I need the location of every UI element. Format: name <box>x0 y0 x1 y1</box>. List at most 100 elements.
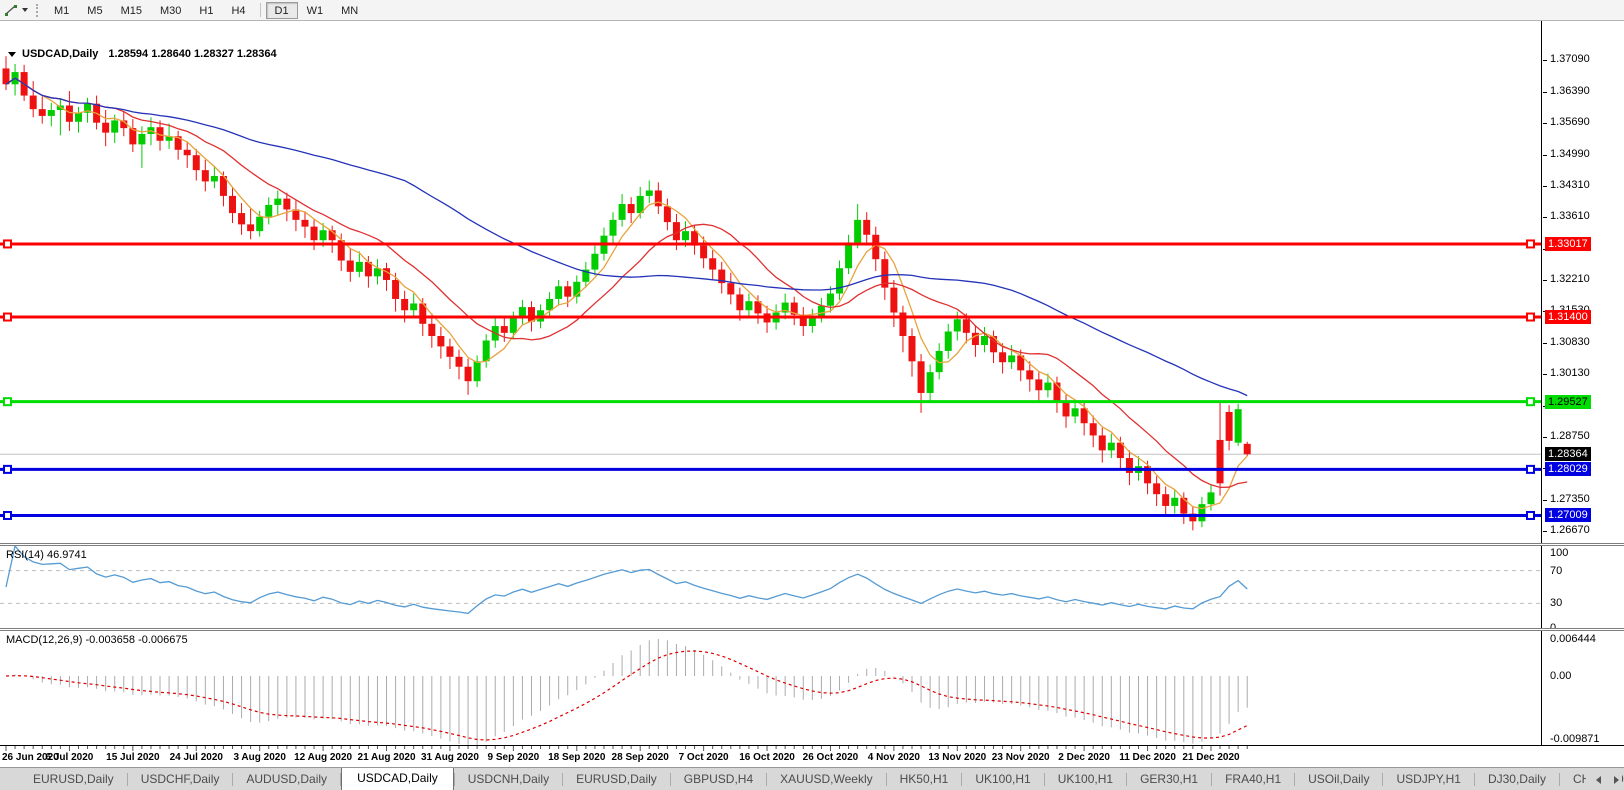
tab-separator <box>1211 773 1213 786</box>
x-axis-label: 24 Jul 2020 <box>169 752 223 763</box>
line-handle[interactable] <box>1526 510 1535 520</box>
x-axis-label: 16 Oct 2020 <box>739 752 795 763</box>
tab-usoil-daily[interactable]: USOil,Daily <box>1308 772 1370 786</box>
price-axis-tick <box>1543 436 1547 438</box>
timeframe-button-d1[interactable]: D1 <box>265 1 298 19</box>
timeframe-buttons: M1 M5 M15 M30 H1 H4 D1 W1 MN <box>45 1 367 19</box>
price-axis-tick <box>1543 500 1547 502</box>
tab-ger30-h1[interactable]: GER30,H1 <box>1140 772 1199 786</box>
rsi-value: 46.9741 <box>46 549 87 561</box>
ma-slow-line <box>5 77 1248 397</box>
x-axis-label: 15 Jul 2020 <box>106 752 160 763</box>
rsi-canvas[interactable] <box>0 546 1541 628</box>
line-handle[interactable] <box>1526 312 1535 322</box>
price-axis-tick <box>1543 123 1547 125</box>
price-axis-label: 1.30830 <box>1550 335 1590 348</box>
crosshair-tool-icon[interactable] <box>4 3 28 17</box>
tab-usdchf-daily[interactable]: USDCHF,Daily <box>140 772 220 786</box>
tab-separator <box>453 773 455 786</box>
x-axis-label: 12 Aug 2020 <box>294 752 353 763</box>
timeframe-button-m15[interactable]: M15 <box>120 4 142 17</box>
macd-axis-label: 0.00 <box>1550 670 1572 683</box>
tab-gbpusd-h4[interactable]: GBPUSD,H4 <box>683 772 754 786</box>
line-handle[interactable] <box>3 239 12 249</box>
price-axis-label: 1.26670 <box>1550 523 1590 536</box>
tab-hk50-h1[interactable]: HK50,H1 <box>899 772 949 786</box>
price-axis-label: 1.28750 <box>1550 429 1590 442</box>
x-axis-label: 7 Oct 2020 <box>678 752 729 763</box>
x-axis-label: 21 Dec 2020 <box>1182 752 1240 763</box>
rsi-label: RSI(14) 46.9741 <box>6 549 87 561</box>
price-axis[interactable]: 1.37090 1.36390 1.35690 1.34990 1.34310 1.336… <box>1541 21 1624 745</box>
arrow-left-icon <box>1595 775 1601 784</box>
chart-symbol-label: USDCAD,Daily <box>22 48 99 60</box>
x-axis-label: 28 Sep 2020 <box>611 752 669 763</box>
tab-usdjpy-h1[interactable]: USDJPY,H1 <box>1396 772 1461 786</box>
tab-eurusd-daily[interactable]: EURUSD,Daily <box>33 772 114 786</box>
line-handle[interactable] <box>3 312 12 322</box>
timeframe-button-m5[interactable]: M5 <box>87 4 103 17</box>
macd-values: -0.003658 -0.006675 <box>85 634 188 646</box>
tab-audusd-daily[interactable]: AUDUSD,Daily <box>246 772 328 786</box>
collapse-triangle-icon[interactable] <box>8 51 16 57</box>
date-axis[interactable]: 26 Jun 2020 6 Jul 2020 15 Jul 2020 24 Jul 2… <box>0 745 1624 767</box>
macd-panel[interactable]: MACD(12,26,9) -0.003658 -0.006675 <box>0 631 1541 745</box>
x-axis-label: 23 Nov 2020 <box>991 752 1050 763</box>
price-tag-1.31400: 1.31400 <box>1545 310 1591 325</box>
timeframe-button-m1[interactable]: M1 <box>54 4 70 17</box>
price-axis-label: 1.35690 <box>1550 116 1590 129</box>
line-handle[interactable] <box>3 510 12 520</box>
price-axis-tick <box>1543 59 1547 61</box>
tab-fra40-h1[interactable]: FRA40,H1 <box>1225 772 1282 786</box>
x-axis-label: 18 Sep 2020 <box>548 752 606 763</box>
tab-separator <box>885 773 887 786</box>
rsi-axis-label: 70 <box>1550 564 1563 577</box>
tab-uk100-h1[interactable]: UK100,H1 <box>975 772 1031 786</box>
main-chart-canvas[interactable] <box>0 21 1541 543</box>
price-tag-1.28029: 1.28029 <box>1545 462 1591 477</box>
price-tag-1.27009: 1.27009 <box>1545 508 1591 523</box>
timeframe-button-w1[interactable]: W1 <box>306 4 324 17</box>
main-chart-panel[interactable]: USDCAD,Daily 1.28594 1.28640 1.28327 1.2… <box>0 21 1541 543</box>
line-handle[interactable] <box>1526 464 1535 474</box>
tab-usdcnh-daily[interactable]: USDCNH,Daily <box>467 772 550 786</box>
chevron-down-icon <box>22 8 28 12</box>
timeframe-button-m30[interactable]: M30 <box>159 4 182 17</box>
timeframe-button-mn[interactable]: MN <box>341 4 359 17</box>
tab-uk100-h1[interactable]: UK100,H1 <box>1057 772 1114 786</box>
macd-axis-label: -0.009871 <box>1550 733 1600 745</box>
rsi-panel[interactable]: RSI(14) 46.9741 <box>0 546 1541 628</box>
line-handle[interactable] <box>3 397 12 407</box>
x-axis-label: 2 Dec 2020 <box>1058 752 1110 763</box>
x-axis-label: 11 Dec 2020 <box>1119 752 1176 763</box>
tab-scroll-right-button[interactable] <box>1610 772 1622 787</box>
x-axis-label: 26 Oct 2020 <box>802 752 859 763</box>
line-handle[interactable] <box>1526 239 1535 249</box>
rsi-line <box>5 546 1248 615</box>
timeframe-button-h4[interactable]: H4 <box>231 4 246 17</box>
tab-separator <box>126 773 128 786</box>
price-axis-tick <box>1543 374 1547 376</box>
price-tag-1.29527: 1.29527 <box>1545 394 1591 409</box>
tab-dj30-daily[interactable]: DJ30,Daily <box>1487 772 1546 786</box>
x-axis-label: 26 Jun 2020 <box>2 752 59 763</box>
tab-xauusd-weekly[interactable]: XAUUSD,Weekly <box>780 772 873 786</box>
line-handle[interactable] <box>3 464 12 474</box>
macd-canvas[interactable] <box>0 631 1541 745</box>
timeframe-button-h1[interactable]: H1 <box>199 4 214 17</box>
tab-scroll-left-button[interactable] <box>1592 772 1604 787</box>
tab-eurusd-daily[interactable]: EURUSD,Daily <box>576 772 657 786</box>
panel-divider[interactable] <box>0 543 1624 546</box>
tab-separator <box>1126 773 1128 786</box>
tab-separator <box>1043 773 1045 786</box>
line-handle[interactable] <box>1526 397 1535 407</box>
macd-label: MACD(12,26,9) -0.003658 -0.006675 <box>6 634 188 646</box>
panel-divider[interactable] <box>0 628 1624 631</box>
tab-usdcad-daily[interactable]: USDCAD,Daily <box>341 768 454 790</box>
price-axis-label: 1.36390 <box>1550 84 1590 97</box>
price-axis-label: 1.33610 <box>1550 210 1590 223</box>
macd-signal-line <box>5 650 1248 741</box>
x-axis-label: 6 Jul 2020 <box>45 752 94 763</box>
rsi-axis-label: 100 <box>1550 547 1569 559</box>
toolbar-grip-handle[interactable] <box>36 3 38 17</box>
